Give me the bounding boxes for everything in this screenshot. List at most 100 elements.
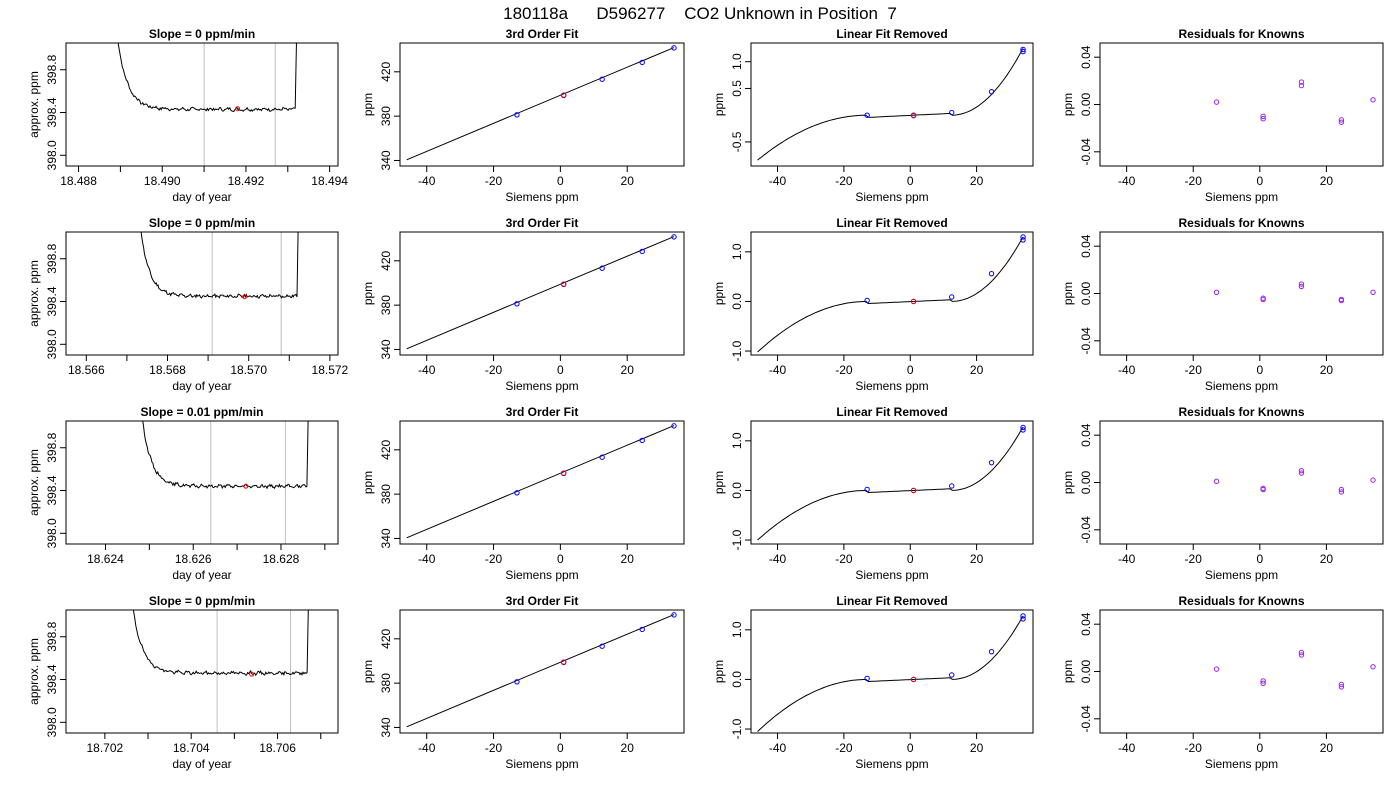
unknown-point	[910, 298, 917, 305]
x-axis: -40 -20 0 20 Siemens ppm	[418, 165, 634, 204]
unknown-mean-point	[249, 671, 255, 677]
y-tick-label: 340	[379, 150, 393, 170]
residual-point	[1338, 684, 1345, 690]
residual-point	[1298, 281, 1305, 287]
plot-area	[406, 234, 677, 350]
y-tick-label: -0.5	[730, 131, 744, 152]
y-tick-label: 398.4	[45, 97, 59, 127]
y-tick-label: 380	[379, 106, 393, 126]
panel-title: Linear Fit Removed	[836, 27, 947, 41]
plot-frame	[750, 231, 1034, 356]
y-axis: -1.0 0.0 1.0 ppm	[712, 621, 752, 739]
y-tick-label: 0.00	[1079, 659, 1093, 683]
panel-3-4: Residuals for Knowns -40 -20 0 20 Siemens ppm…	[1061, 405, 1384, 582]
x-tick-label: 0	[1256, 363, 1263, 377]
x-tick-label: 20	[621, 741, 635, 755]
x-tick-label: -40	[769, 174, 787, 188]
x-tick-label: 18.488	[60, 174, 97, 188]
panel-title: Slope = 0.01 ppm/min	[140, 405, 263, 419]
y-tick-label: 398.0	[45, 707, 59, 737]
unknown-point	[910, 676, 917, 683]
plot-frame	[750, 609, 1034, 734]
known-point	[988, 648, 995, 655]
x-tick-label: 18.568	[149, 363, 186, 377]
x-tick-label: 0	[1256, 552, 1263, 566]
y-tick-label: 0.00	[1079, 470, 1093, 494]
y-axis-label: approx. ppm	[27, 71, 41, 138]
x-tick-label: 0	[1256, 174, 1263, 188]
x-tick-label: 20	[1320, 552, 1334, 566]
y-axis-label: ppm	[712, 660, 726, 683]
known-point	[639, 626, 645, 633]
known-point	[599, 643, 605, 649]
y-tick-label: 380	[379, 673, 393, 693]
panel-grid: Slope = 0 ppm/min 18.488 18.490 18.492 18.49…	[27, 27, 1384, 771]
concentration-trace	[117, 43, 297, 113]
y-axis: 340 380 420 ppm	[361, 628, 401, 737]
plot-area	[1213, 649, 1376, 690]
y-tick-label: 0.00	[1079, 92, 1093, 116]
x-axis: 18.702 18.704 18.706 day of year	[87, 732, 322, 771]
plot-area	[140, 232, 299, 355]
y-tick-label: -0.04	[1079, 516, 1093, 544]
panel-title: Residuals for Knowns	[1178, 27, 1304, 41]
known-point	[1020, 427, 1026, 433]
y-axis-label: ppm	[712, 282, 726, 305]
x-axis-label: Siemens ppm	[1205, 757, 1278, 771]
y-axis: -1.0 0.0 1.0 ppm	[712, 432, 752, 550]
x-tick-label: -20	[835, 552, 853, 566]
known-point	[639, 248, 645, 255]
known-point	[671, 45, 677, 51]
y-axis: -0.04 0.00 0.04 ppm	[1061, 234, 1101, 354]
x-tick-label: 20	[1320, 174, 1334, 188]
known-point	[1020, 234, 1026, 240]
y-tick-label: 1.0	[730, 53, 744, 70]
x-axis: 18.566 18.568 18.570 18.572 day of year	[68, 354, 349, 393]
y-axis: -0.04 0.00 0.04 ppm	[1061, 612, 1101, 732]
panel-title: Slope = 0 ppm/min	[149, 27, 255, 41]
x-tick-label: -40	[1118, 741, 1136, 755]
x-axis: -40 -20 0 20 Siemens ppm	[769, 165, 984, 204]
residual-point	[1260, 678, 1266, 684]
x-tick-label: -40	[769, 363, 787, 377]
panel-title: Linear Fit Removed	[836, 216, 947, 230]
y-tick-label: 0.00	[1079, 281, 1093, 305]
y-tick-label: 398.0	[45, 518, 59, 548]
residual-point	[1338, 297, 1345, 304]
known-point	[1020, 616, 1026, 622]
x-axis-label: Siemens ppm	[1205, 190, 1278, 204]
x-axis: -40 -20 0 20 Siemens ppm	[418, 543, 634, 582]
plot-frame	[1099, 42, 1384, 167]
panel-2-1: Slope = 0 ppm/min 18.566 18.568 18.570 18.57…	[27, 216, 349, 393]
x-axis-label: Siemens ppm	[855, 757, 928, 771]
x-tick-label: 0	[557, 552, 564, 566]
known-point	[599, 76, 605, 82]
y-axis-label: ppm	[1061, 471, 1075, 494]
y-axis: -0.5 0.5 1.0 ppm	[712, 53, 752, 152]
x-tick-label: 18.566	[68, 363, 105, 377]
known-point	[949, 483, 955, 489]
x-axis: -40 -20 0 20 Siemens ppm	[1118, 354, 1333, 393]
residual-point	[1213, 289, 1220, 296]
y-axis: -0.04 0.00 0.04 ppm	[1061, 45, 1101, 165]
residual-point	[1298, 470, 1305, 476]
panel-title: Residuals for Knowns	[1178, 594, 1304, 608]
known-point	[514, 490, 520, 496]
cubic-residual-curve	[757, 615, 1024, 732]
known-point	[639, 59, 645, 66]
plot-frame	[65, 231, 339, 356]
known-point	[671, 234, 677, 240]
panel-title: 3rd Order Fit	[506, 27, 579, 41]
plot-frame	[750, 420, 1034, 545]
y-axis-label: ppm	[712, 93, 726, 116]
x-tick-label: -20	[485, 741, 503, 755]
y-tick-label: 420	[379, 250, 393, 270]
x-axis: 18.488 18.490 18.492 18.494 day of year	[60, 165, 348, 204]
plot-frame	[399, 420, 685, 545]
panel-3-3: Linear Fit Removed -40 -20 0 20 Siemens ppm -1…	[712, 405, 1034, 582]
x-tick-label: -40	[769, 552, 787, 566]
residual-point	[1298, 82, 1305, 89]
y-axis-label: ppm	[361, 471, 375, 494]
y-tick-label: 398.0	[45, 329, 59, 359]
x-tick-label: -40	[1118, 174, 1136, 188]
